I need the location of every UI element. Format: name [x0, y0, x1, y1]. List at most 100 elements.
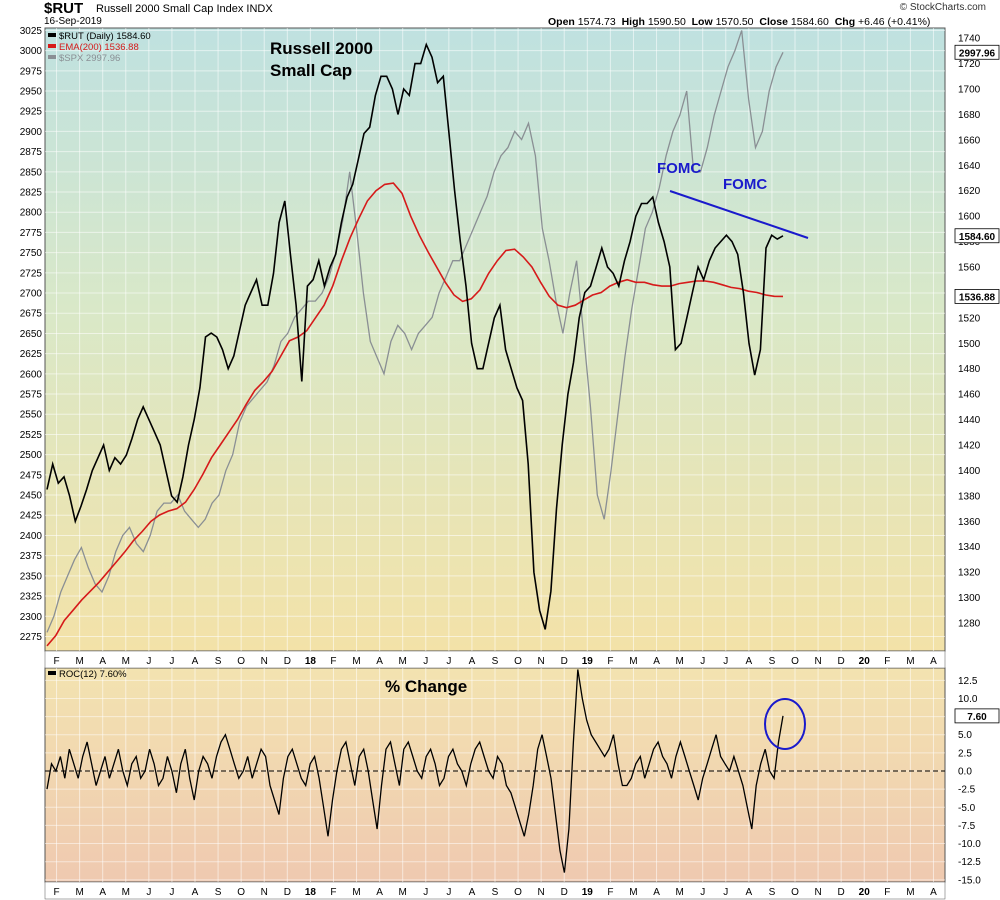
x-tick-label: A: [653, 887, 660, 898]
x-tick-label: N: [261, 656, 268, 667]
x-tick-label: J: [423, 887, 428, 898]
fomc-annotation: FOMC: [657, 160, 701, 177]
open-value: 1574.73: [577, 16, 616, 28]
close-value: 1584.60: [790, 16, 829, 28]
price-legend-item: EMA(200) 1536.88: [59, 42, 139, 53]
roc-tick-label: 12.5: [958, 676, 978, 687]
x-tick-label: O: [237, 887, 245, 898]
left-tick-label: 2900: [20, 127, 43, 138]
right-tick-label: 1480: [958, 364, 981, 375]
x-tick-label: N: [814, 656, 821, 667]
left-tick-label: 2775: [20, 228, 43, 239]
index-name: Russell 2000 Small Cap Index INDX: [96, 3, 273, 15]
left-tick-label: 2500: [20, 450, 43, 461]
x-tick-label: S: [769, 656, 776, 667]
right-tick-label: 1740: [958, 34, 981, 45]
roc-tick-label: -7.5: [958, 821, 976, 832]
x-tick-label: O: [237, 656, 245, 667]
x-tick-label: A: [192, 656, 199, 667]
x-tick-label: 20: [859, 656, 871, 667]
fomc-annotation: FOMC: [723, 176, 767, 193]
chart-title: Russell 2000 Small Cap: [270, 39, 373, 80]
rut-last-box: [954, 228, 1000, 244]
x-tick-label: F: [607, 887, 613, 898]
left-tick-label: 2350: [20, 571, 43, 582]
ema-line: [46, 182, 784, 647]
spx-line: [46, 30, 784, 633]
price-legend-swatch: [48, 44, 56, 48]
left-tick-label: 2925: [20, 107, 43, 118]
high-value: 1590.50: [647, 16, 686, 28]
x-tick-label: J: [423, 656, 428, 667]
x-tick-label: A: [99, 887, 106, 898]
low-label: Low: [691, 16, 713, 28]
x-tick-label: J: [169, 887, 174, 898]
x-tick-label: A: [99, 656, 106, 667]
roc-tick-label: 2.5: [958, 748, 972, 759]
x-tick-label: N: [538, 656, 545, 667]
x-tick-label: M: [399, 656, 407, 667]
x-tick-label: F: [884, 887, 890, 898]
x-tick-label: S: [769, 887, 776, 898]
x-tick-label: D: [561, 887, 568, 898]
roc-legend-item: ROC(12) 7.60%: [59, 669, 127, 680]
x-tick-label: J: [446, 887, 451, 898]
left-tick-label: 2275: [20, 632, 43, 643]
x-tick-label: D: [561, 656, 568, 667]
left-tick-label: 2950: [20, 87, 43, 98]
price-legend-swatch: [48, 33, 56, 37]
x-tick-label: S: [215, 656, 222, 667]
low-value: 1570.50: [715, 16, 754, 28]
left-tick-label: 2625: [20, 349, 43, 360]
x-tick-label: 20: [859, 887, 871, 898]
roc-tick-label: 10.0: [958, 694, 978, 705]
x-tick-label: J: [169, 656, 174, 667]
roc-tick-label: -15.0: [958, 875, 981, 886]
x-tick-label: M: [352, 656, 360, 667]
x-tick-label: M: [122, 887, 130, 898]
x-tick-label: M: [75, 887, 83, 898]
close-label: Close: [759, 16, 788, 28]
x-tick-label: O: [791, 887, 799, 898]
roc-line: [46, 669, 784, 873]
open-label: Open: [548, 16, 575, 28]
right-tick-label: 1500: [958, 339, 981, 350]
right-tick-label: 1280: [958, 619, 981, 630]
right-tick-label: 1320: [958, 568, 981, 579]
right-tick-label: 1340: [958, 542, 981, 553]
left-tick-label: 3000: [20, 46, 43, 57]
left-tick-label: 2400: [20, 531, 43, 542]
x-tick-label: J: [146, 656, 151, 667]
x-tick-label: A: [376, 656, 383, 667]
x-tick-label: M: [122, 656, 130, 667]
x-tick-label: A: [930, 887, 937, 898]
right-tick-label: 1460: [958, 390, 981, 401]
right-tick-label: 1680: [958, 110, 981, 121]
x-tick-label: N: [538, 887, 545, 898]
x-tick-label: J: [700, 656, 705, 667]
x-tick-label: S: [492, 656, 499, 667]
left-tick-label: 2550: [20, 410, 43, 421]
chg-value: +6.46 (+0.41%): [858, 16, 931, 28]
x-tick-label: O: [791, 656, 799, 667]
left-tick-label: 2375: [20, 551, 43, 562]
left-tick-label: 2425: [20, 511, 43, 522]
roc-tick-label: -5.0: [958, 803, 976, 814]
roc-tick-label: 5.0: [958, 730, 972, 741]
x-tick-label: N: [814, 887, 821, 898]
x-tick-label: A: [930, 656, 937, 667]
x-tick-label: S: [492, 887, 499, 898]
symbol-label: $RUT: [44, 0, 84, 17]
right-tick-label: 1560: [958, 263, 981, 274]
left-tick-label: 2875: [20, 147, 43, 158]
roc-tick-label: -10.0: [958, 839, 981, 850]
x-tick-label: A: [653, 656, 660, 667]
left-tick-label: 2725: [20, 268, 43, 279]
x-tick-label: A: [469, 656, 476, 667]
x-tick-label: M: [629, 887, 637, 898]
x-tick-label: D: [284, 887, 291, 898]
x-tick-label: 18: [305, 656, 317, 667]
x-tick-label: F: [607, 656, 613, 667]
x-tick-label: M: [675, 887, 683, 898]
